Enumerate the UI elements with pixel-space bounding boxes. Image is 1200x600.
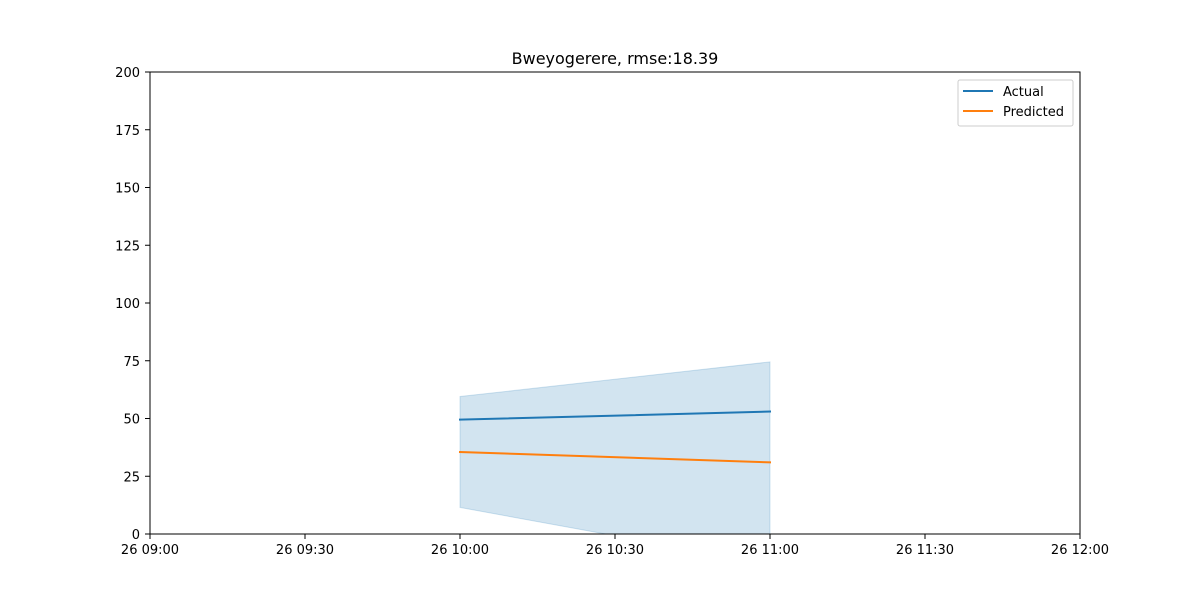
y-tick-label: 125 <box>115 239 140 254</box>
y-tick-label: 100 <box>115 297 140 312</box>
x-tick-label: 26 11:00 <box>741 543 799 558</box>
legend: Actual Predicted <box>957 79 1074 127</box>
confidence-band <box>459 361 771 534</box>
chart-title: Bweyogerere, rmse:18.39 <box>512 49 719 68</box>
x-tick-label: 26 09:30 <box>276 543 334 558</box>
y-tick-label: 175 <box>115 124 140 139</box>
y-tick-label: 50 <box>123 413 140 428</box>
series-line-predicted <box>458 450 772 464</box>
x-tick-label: 26 10:00 <box>431 543 489 558</box>
y-tick-label: 0 <box>132 528 140 543</box>
x-tick-label: 26 09:00 <box>121 543 179 558</box>
y-tick-label: 75 <box>123 355 140 370</box>
x-tick-label: 26 12:00 <box>1051 543 1109 558</box>
legend-label-predicted: Predicted <box>1003 105 1064 120</box>
y-tick-label: 25 <box>123 470 140 485</box>
y-tick-label: 150 <box>115 182 140 197</box>
series-line-actual <box>458 410 772 421</box>
legend-label-actual: Actual <box>1003 85 1044 100</box>
x-tick-label: 26 10:30 <box>586 543 644 558</box>
y-tick-label: 200 <box>115 66 140 81</box>
x-tick-label: 26 11:30 <box>896 543 954 558</box>
